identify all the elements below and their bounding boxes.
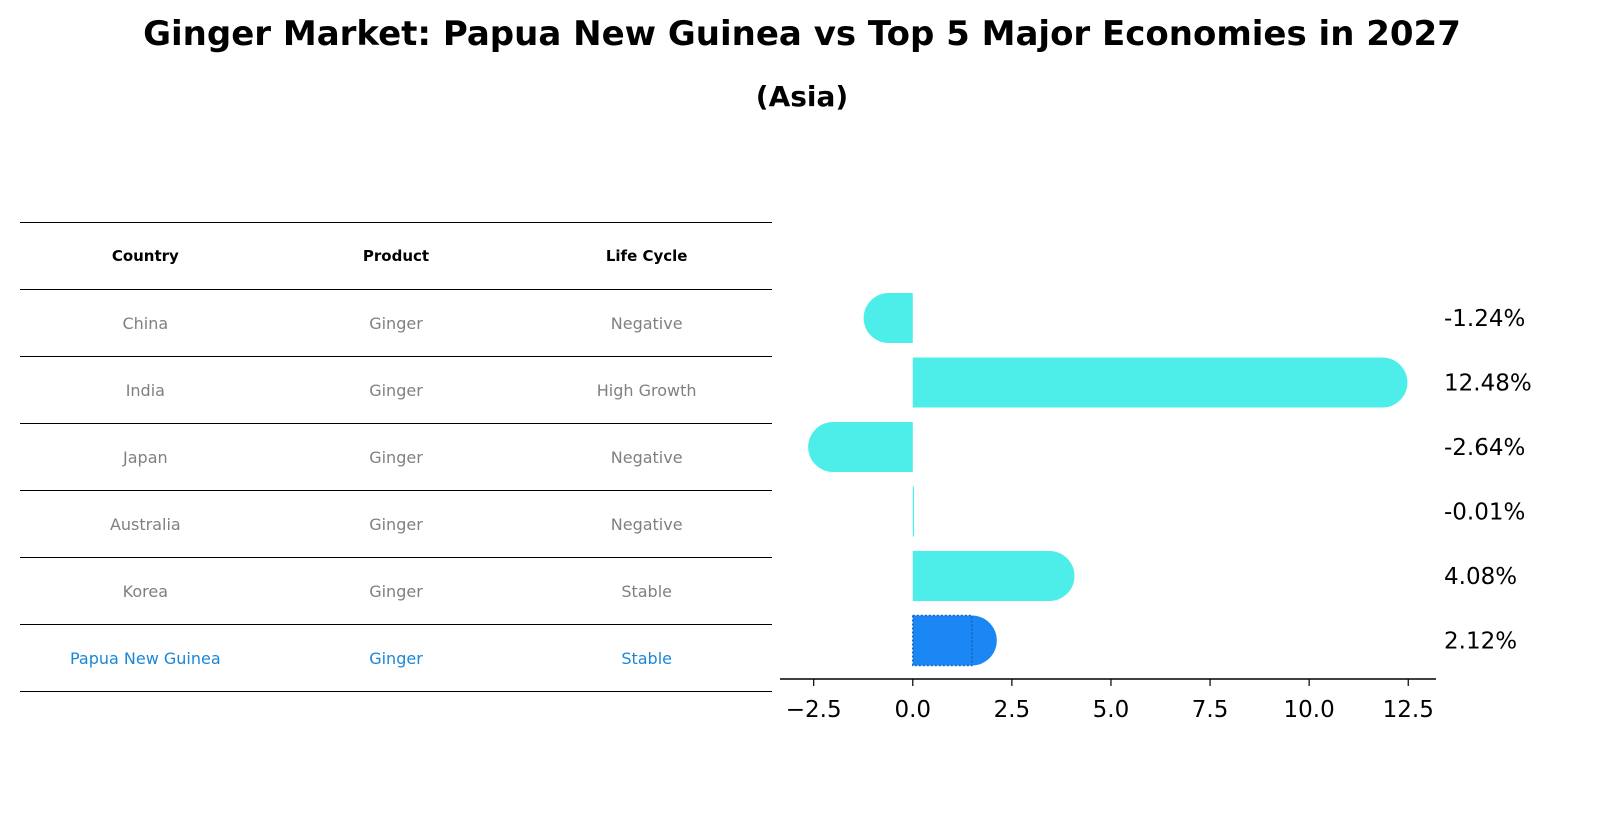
table-row: China Ginger Negative xyxy=(20,289,772,357)
data-table-container: Country Product Life Cycle China Ginger … xyxy=(20,222,772,692)
cell-product: Ginger xyxy=(270,289,522,357)
cell-product: Ginger xyxy=(270,557,522,625)
cell-country: India xyxy=(20,356,271,424)
cell-country: Korea xyxy=(20,557,271,625)
bar-chart: -1.24% 12.48% -2.64% -0.01% 4.08% 2.12% −2.5 0.… xyxy=(780,293,1532,723)
cell-life-cycle: Stable xyxy=(521,557,772,625)
bar xyxy=(912,486,914,537)
cell-country: Australia xyxy=(20,490,271,558)
header-country: Country xyxy=(20,222,271,290)
cell-life-cycle: Negative xyxy=(521,289,772,357)
x-tick-label: 5.0 xyxy=(1093,697,1130,723)
cell-life-cycle: Negative xyxy=(521,423,772,491)
cell-country: China xyxy=(20,289,271,357)
bar-value-label: -2.64% xyxy=(1444,435,1525,461)
x-tick-label: 2.5 xyxy=(994,697,1031,723)
cell-country: Papua New Guinea xyxy=(20,624,271,692)
bar-value-label: 2.12% xyxy=(1444,629,1517,655)
cell-product: Ginger xyxy=(270,490,522,558)
table-row: Australia Ginger Negative xyxy=(20,490,772,558)
x-tick-label: 0.0 xyxy=(894,697,931,723)
table-row: Japan Ginger Negative xyxy=(20,423,772,491)
cell-country: Japan xyxy=(20,423,271,491)
cell-product: Ginger xyxy=(270,423,522,491)
bar xyxy=(912,551,1075,601)
bar-value-label: 4.08% xyxy=(1444,564,1517,590)
table-header-row: Country Product Life Cycle xyxy=(20,222,772,290)
cell-life-cycle: Negative xyxy=(521,490,772,558)
bar xyxy=(863,293,913,343)
cell-life-cycle: Stable xyxy=(521,624,772,692)
header-life-cycle: Life Cycle xyxy=(521,222,772,290)
x-tick-label: −2.5 xyxy=(786,697,842,723)
cell-product: Ginger xyxy=(270,624,522,692)
x-tick-label: 10.0 xyxy=(1284,697,1335,723)
data-table: Country Product Life Cycle China Ginger … xyxy=(20,222,772,692)
x-tick-label: 7.5 xyxy=(1192,697,1229,723)
cell-product: Ginger xyxy=(270,356,522,424)
bar-highlight-outline xyxy=(912,614,973,667)
x-tick-label: 12.5 xyxy=(1383,697,1434,723)
header-product: Product xyxy=(270,222,522,290)
chart-title: Ginger Market: Papua New Guinea vs Top 5… xyxy=(143,14,1461,54)
bar-value-label: -1.24% xyxy=(1444,306,1525,332)
table-row-highlighted: Papua New Guinea Ginger Stable xyxy=(20,624,772,692)
chart-subtitle: (Asia) xyxy=(755,80,849,113)
bar xyxy=(912,357,1408,408)
cell-life-cycle: High Growth xyxy=(521,356,772,424)
bar-value-label: -0.01% xyxy=(1444,500,1525,526)
bar-highlighted xyxy=(912,615,997,666)
bar xyxy=(808,422,913,472)
table-row: India Ginger High Growth xyxy=(20,356,772,424)
bar-value-label: 12.48% xyxy=(1444,371,1532,397)
table-row: Korea Ginger Stable xyxy=(20,557,772,625)
